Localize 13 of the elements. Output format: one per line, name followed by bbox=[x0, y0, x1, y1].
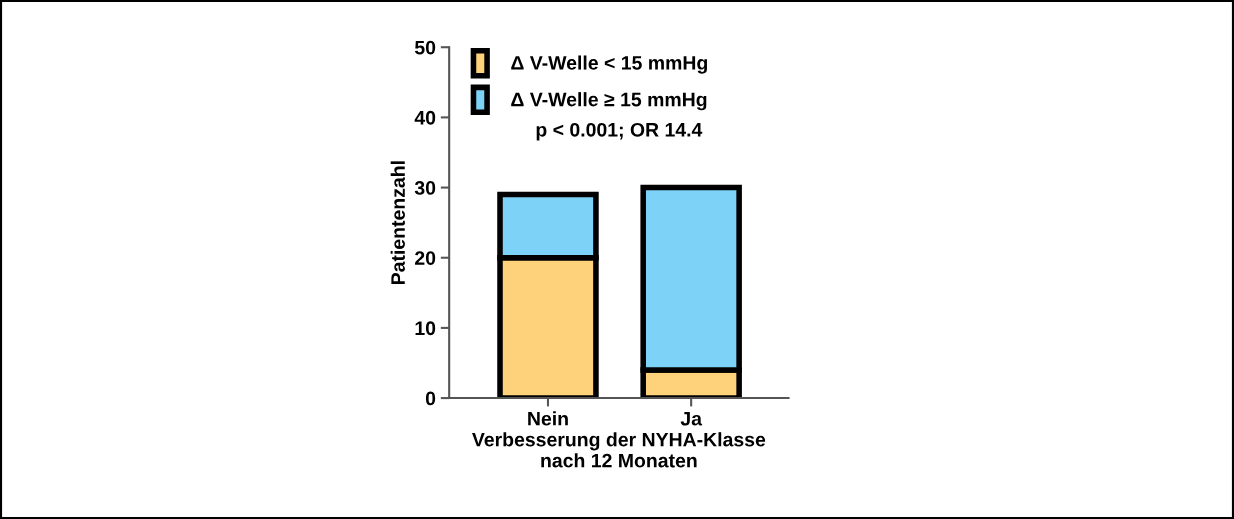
y-axis-title: Patientenzahl bbox=[390, 161, 405, 285]
y-tick-label: 0 bbox=[425, 391, 436, 406]
x-axis-title: Verbesserung der NYHA-Klasse nach 12 Monaten bbox=[472, 432, 766, 468]
x-tick-label: Ja bbox=[680, 411, 703, 426]
y-tick-label: 40 bbox=[414, 110, 436, 125]
x-tick-label: Nein bbox=[528, 411, 568, 426]
annotation: p < 0.001; OR 14.4 bbox=[536, 122, 703, 141]
y-tick-label: 50 bbox=[414, 40, 436, 55]
legend-label: Δ V-Welle ≥ 15 mmHg bbox=[511, 92, 707, 111]
legend-label: Δ V-Welle < 15 mmHg bbox=[511, 55, 707, 74]
y-tick-label: 20 bbox=[415, 251, 436, 265]
y-tick-label: 30 bbox=[414, 181, 436, 195]
y-tick-label: 10 bbox=[415, 321, 436, 336]
